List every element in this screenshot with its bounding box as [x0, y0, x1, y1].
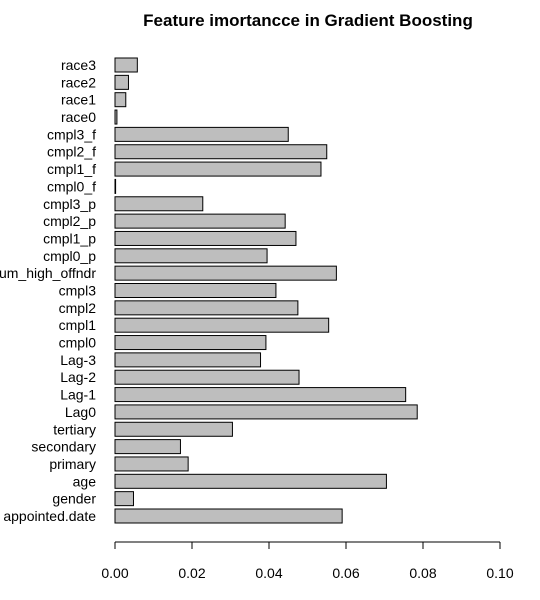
- bar-Lag0: [114, 404, 418, 420]
- category-label-cmpl0_p: cmpl0_p: [43, 248, 96, 264]
- bar-race2: [114, 74, 129, 90]
- x-tick-label: 0.06: [332, 565, 359, 581]
- bar-appointed.date: [114, 508, 343, 524]
- bar-cmpl1_f: [114, 161, 322, 177]
- category-label-race1: race1: [61, 92, 96, 108]
- category-label-Lag-2: Lag-2: [60, 369, 96, 385]
- category-label-tertiary: tertiary: [53, 421, 96, 437]
- x-tick-label: 0.10: [486, 565, 513, 581]
- bar-cmpl2: [114, 300, 299, 316]
- category-label-primary: primary: [49, 456, 96, 472]
- x-tick-label: 0.00: [101, 565, 128, 581]
- category-label-cmpl3_p: cmpl3_p: [43, 196, 96, 212]
- category-label-gender: gender: [52, 491, 96, 507]
- bar-tertiary: [114, 421, 233, 437]
- bar-num_high_offndr: [114, 265, 337, 281]
- category-label-cmpl3: cmpl3: [59, 283, 97, 299]
- category-label-cmpl2: cmpl2: [59, 300, 97, 316]
- bar-Lag-1: [114, 387, 407, 403]
- bar-cmpl2_p: [114, 213, 286, 229]
- category-label-Lag-1: Lag-1: [60, 387, 96, 403]
- bar-Lag-3: [114, 352, 262, 368]
- bar-cmpl0_f: [114, 178, 117, 194]
- category-label-num_high_offndr: num_high_offndr: [0, 265, 96, 281]
- x-tick-label: 0.08: [409, 565, 436, 581]
- bars-group: [114, 57, 418, 524]
- x-axis: 0.00 0.02 0.04 0.06 0.08 0.10: [101, 541, 514, 581]
- bar-cmpl1_p: [114, 230, 297, 246]
- category-label-race0: race0: [61, 109, 96, 125]
- category-label-Lag0: Lag0: [65, 404, 96, 420]
- category-label-cmpl0: cmpl0: [59, 335, 97, 351]
- category-label-age: age: [73, 473, 97, 489]
- bar-secondary: [114, 439, 181, 455]
- bar-cmpl1: [114, 317, 330, 333]
- bar-age: [114, 473, 387, 489]
- bar-cmpl2_f: [114, 144, 328, 160]
- bar-cmpl0: [114, 335, 267, 351]
- category-label-Lag-3: Lag-3: [60, 352, 96, 368]
- bar-gender: [114, 491, 134, 507]
- category-label-secondary: secondary: [31, 439, 96, 455]
- category-label-cmpl2_f: cmpl2_f: [47, 144, 96, 160]
- bar-primary: [114, 456, 189, 472]
- bar-Lag-2: [114, 369, 300, 385]
- category-label-cmpl3_f: cmpl3_f: [47, 126, 96, 142]
- category-label-cmpl0_f: cmpl0_f: [47, 178, 96, 194]
- bar-cmpl0_p: [114, 248, 268, 264]
- category-label-appointed.date: appointed.date: [3, 508, 96, 524]
- x-tick-label: 0.02: [178, 565, 205, 581]
- bar-cmpl3: [114, 283, 277, 298]
- category-label-cmpl1: cmpl1: [59, 317, 97, 333]
- bar-race0: [114, 109, 118, 125]
- category-label-cmpl1_p: cmpl1_p: [43, 230, 96, 246]
- bar-race3: [114, 57, 138, 73]
- bar-cmpl3_f: [114, 126, 289, 142]
- x-tick-label: 0.04: [255, 565, 282, 581]
- chart-title: Feature imortancce in Gradient Boosting: [143, 11, 473, 30]
- bar-race1: [114, 92, 127, 108]
- category-label-race2: race2: [61, 74, 96, 90]
- category-label-race3: race3: [61, 57, 96, 73]
- bar-cmpl3_p: [114, 196, 204, 212]
- category-label-cmpl2_p: cmpl2_p: [43, 213, 96, 229]
- category-label-cmpl1_f: cmpl1_f: [47, 161, 96, 177]
